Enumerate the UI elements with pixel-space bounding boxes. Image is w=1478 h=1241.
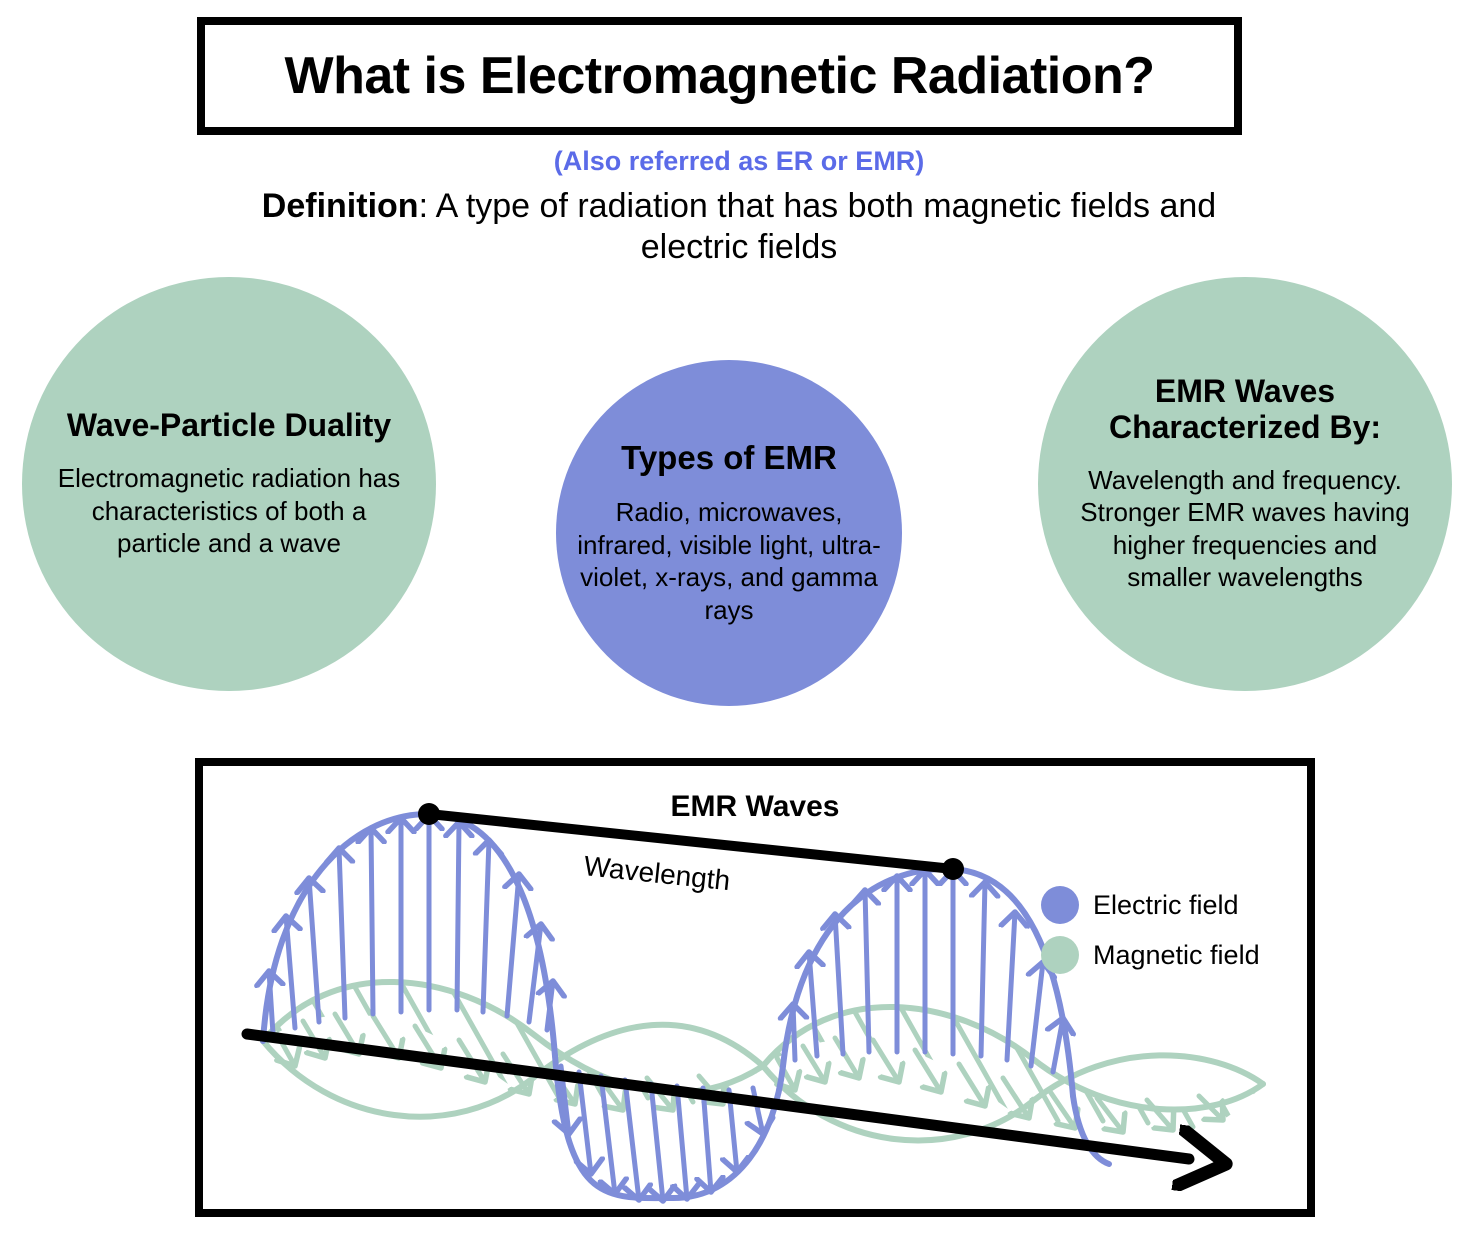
diagram-legend: Electric field Magnetic field — [1041, 886, 1260, 974]
wavelength-endpoint-right — [942, 858, 964, 880]
magnetic-field-lobe-2 — [760, 1003, 1266, 1147]
circle-heading: Wave-Particle Duality — [66, 407, 392, 444]
legend-label: Electric field — [1093, 889, 1239, 920]
diagram-title: EMR Waves — [670, 790, 840, 823]
circle-heading: Types of EMR — [621, 438, 837, 476]
propagation-axis-arrow — [241, 1028, 1189, 1159]
emr-waves-diagram-panel: EMR Waves — [195, 758, 1315, 1217]
definition-text: Definition: A type of radiation that has… — [239, 186, 1239, 269]
circle-body: Radio, microwaves, infrared, visible lig… — [577, 497, 881, 625]
electric-field-crest-2 — [783, 865, 1076, 1099]
circle-heading: EMR Waves Characterized By: — [1108, 373, 1382, 445]
legend-label: Magnetic field — [1093, 939, 1260, 970]
title-banner: What is Electromagnetic Radiation? — [197, 17, 1242, 135]
circle-body: Wavelength and frequency. Stronger EMR w… — [1080, 464, 1410, 593]
emr-wave-illustration — [241, 803, 1266, 1209]
legend-item-magnetic-field: Magnetic field — [1041, 936, 1260, 974]
definition-body: : A type of radiation that has both magn… — [418, 187, 1217, 267]
concept-circle-emr-waves-characterized-by: EMR Waves Characterized By: Wavelength a… — [1038, 277, 1452, 691]
concept-circle-wave-particle-duality: Wave-Particle Duality Electromagnetic ra… — [22, 277, 436, 691]
wavelength-endpoint-left — [418, 803, 440, 825]
circle-body: Electromagnetic radiation has characteri… — [57, 463, 401, 559]
page-subtitle: (Also referred as ER or EMR) — [553, 146, 925, 176]
legend-item-electric-field: Electric field — [1041, 886, 1260, 924]
wavelength-measure — [418, 803, 964, 880]
electric-field-swatch-icon — [1041, 886, 1079, 924]
page-title: What is Electromagnetic Radiation? — [284, 47, 1155, 105]
concept-circle-types-of-emr: Types of EMR Radio, microwaves, infrared… — [556, 360, 902, 706]
magnetic-field-swatch-icon — [1041, 936, 1079, 974]
definition-label: Definition — [261, 187, 419, 225]
